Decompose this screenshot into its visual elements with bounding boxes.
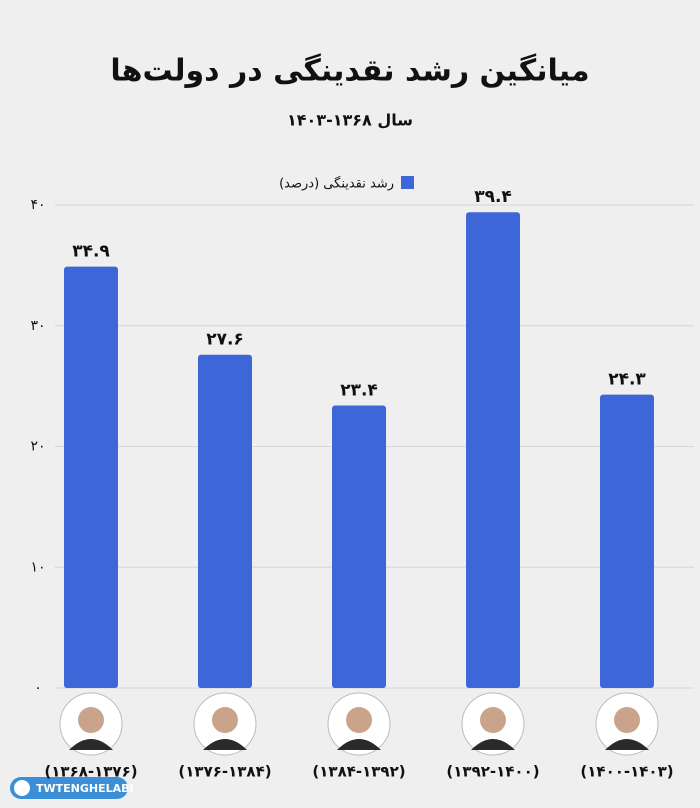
x-tick-label: (۱۳۷۶-۱۳۸۴)	[178, 763, 271, 781]
x-tick-label: (۱۳۶۸-۱۳۷۶)	[44, 763, 137, 781]
bar	[466, 212, 520, 688]
chart-subtitle: سال ۱۳۶۸-۱۴۰۳	[287, 111, 413, 130]
data-label: ۲۳.۴	[340, 380, 378, 400]
watermark-icon	[14, 780, 30, 796]
portrait-face	[480, 707, 506, 733]
portrait-face	[346, 707, 372, 733]
y-tick-label: ۴۰	[30, 197, 45, 213]
x-tick-label: (۱۳۸۴-۱۳۹۲)	[312, 763, 405, 781]
portrait-body	[337, 739, 381, 750]
watermark-badge	[10, 777, 128, 799]
portrait-face	[614, 707, 640, 733]
portrait-body	[69, 739, 113, 750]
portrait-face	[212, 707, 238, 733]
data-label: ۳۴.۹	[72, 242, 110, 262]
portrait-face	[78, 707, 104, 733]
data-label: ۲۴.۳	[608, 370, 646, 390]
portrait-body	[605, 739, 649, 750]
portraits	[59, 692, 659, 756]
legend-swatch	[401, 176, 414, 189]
portrait-body	[203, 739, 247, 750]
legend-label: رشد نقدینگی (درصد)	[279, 176, 394, 192]
y-tick-label: ۲۰	[30, 439, 45, 455]
bar	[332, 405, 386, 688]
y-tick-label: ۱۰	[30, 559, 45, 575]
watermark: TWTENGHELABI	[36, 782, 134, 795]
bar	[64, 266, 118, 688]
y-tick-label: ۳۰	[30, 318, 45, 334]
bar	[600, 394, 654, 688]
x-tick-label: (۱۴۰۰-۱۴۰۳)	[580, 763, 673, 781]
y-tick-label: ۰	[34, 680, 42, 696]
chart-title: میانگین رشد نقدینگی در دولت‌ها	[110, 53, 589, 89]
data-label: ۳۹.۴	[474, 187, 512, 207]
x-tick-label: (۱۳۹۲-۱۴۰۰)	[446, 763, 539, 781]
portrait-body	[471, 739, 515, 750]
bar	[198, 354, 252, 688]
data-label: ۲۷.۶	[206, 330, 244, 350]
